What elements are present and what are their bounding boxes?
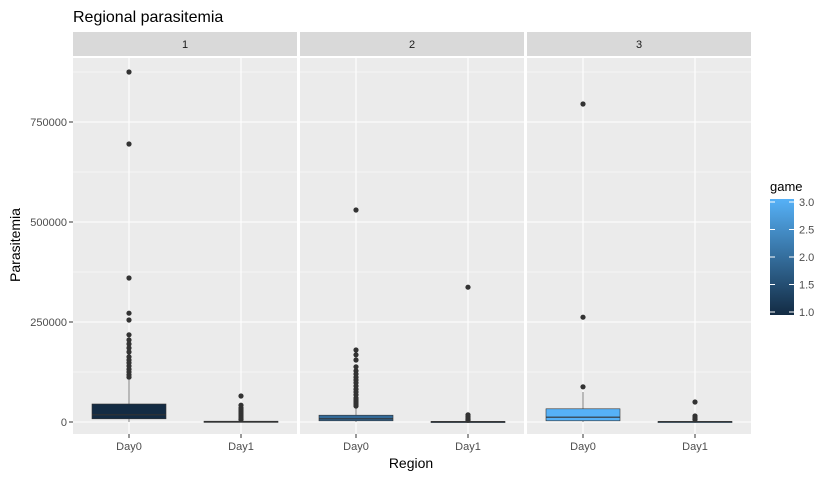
outlier-point <box>692 399 698 405</box>
y-tick-label: 0 <box>61 417 67 429</box>
outlier-point <box>126 349 132 355</box>
legend-tick-label: 2.0 <box>799 252 814 264</box>
facet-strip-label: 1 <box>182 39 188 51</box>
outlier-point <box>126 317 132 323</box>
outlier-point <box>353 403 359 409</box>
panel-background <box>300 58 524 434</box>
box-3-Day1 <box>657 399 733 423</box>
chart-title: Regional parasitemia <box>73 9 223 26</box>
legend-ticks: 1.0 1.5 2.0 2.5 3.0 <box>770 197 814 319</box>
legend-title: game <box>770 179 803 194</box>
outlier-point <box>580 314 586 320</box>
facet-panel-2: 2 Day0 Day1 <box>300 32 524 453</box>
outlier-point <box>580 101 586 107</box>
outlier-point <box>353 347 359 353</box>
y-axis-title: Parasitemia <box>7 208 23 282</box>
x-tick-label: Day1 <box>228 441 254 453</box>
facet-strip <box>73 32 297 56</box>
outlier-point <box>126 345 132 351</box>
box-1-Day1 <box>203 393 279 423</box>
box-body <box>91 403 167 420</box>
outlier-point <box>126 337 132 343</box>
legend-tick-label: 1.0 <box>799 307 814 319</box>
facet-panel-3: 3 Day0 Day1 <box>527 32 751 453</box>
y-axis: 0 250000 500000 750000 <box>30 117 73 429</box>
x-tick-label: Day1 <box>682 441 708 453</box>
legend-tick-label: 2.5 <box>799 225 814 237</box>
box-1-Day0 <box>91 69 167 422</box>
outlier-point <box>126 341 132 347</box>
x-tick-label: Day0 <box>570 441 596 453</box>
x-tick-label: Day0 <box>116 441 142 453</box>
outlier-point <box>580 384 586 390</box>
outlier-point <box>353 364 359 370</box>
x-tick-label: Day1 <box>455 441 481 453</box>
y-tick-label: 250000 <box>30 317 67 329</box>
x-axis-title: Region <box>389 455 433 471</box>
legend-tick-label: 1.5 <box>799 280 814 292</box>
outlier-point <box>126 69 132 75</box>
facet-panel-1: 1 Day0 Day1 <box>73 32 297 453</box>
box-3-Day0 <box>545 101 621 422</box>
outlier-point <box>465 284 471 290</box>
box-2-Day1 <box>430 284 506 423</box>
outlier-point <box>353 207 359 213</box>
outlier-point <box>126 275 132 281</box>
facet-panels: 1 Day0 Day1 2 Day0 Day1 3 Day0 Day1 <box>73 32 751 453</box>
outlier-point <box>126 374 132 380</box>
y-tick-label: 500000 <box>30 217 67 229</box>
facet-strip <box>527 32 751 56</box>
box-body <box>318 414 394 422</box>
x-tick-label: Day0 <box>343 441 369 453</box>
facet-strip-label: 3 <box>636 39 642 51</box>
outlier-point <box>353 357 359 363</box>
y-tick-label: 750000 <box>30 117 67 129</box>
box-2-Day0 <box>318 207 394 422</box>
outlier-point <box>126 141 132 147</box>
legend: game 1.0 1.5 2.0 2.5 3.0 <box>770 179 814 319</box>
outlier-point <box>126 332 132 338</box>
outlier-point <box>238 417 244 423</box>
box-body <box>545 408 621 422</box>
facet-strip-label: 2 <box>409 39 415 51</box>
panel-background <box>73 58 297 434</box>
outlier-point <box>353 352 359 358</box>
outlier-point <box>238 393 244 399</box>
legend-tick-label: 3.0 <box>799 197 814 209</box>
outlier-point <box>692 417 698 423</box>
facet-strip <box>300 32 524 56</box>
outlier-point <box>126 310 132 316</box>
outlier-point <box>465 417 471 423</box>
panel-background <box>527 58 751 434</box>
